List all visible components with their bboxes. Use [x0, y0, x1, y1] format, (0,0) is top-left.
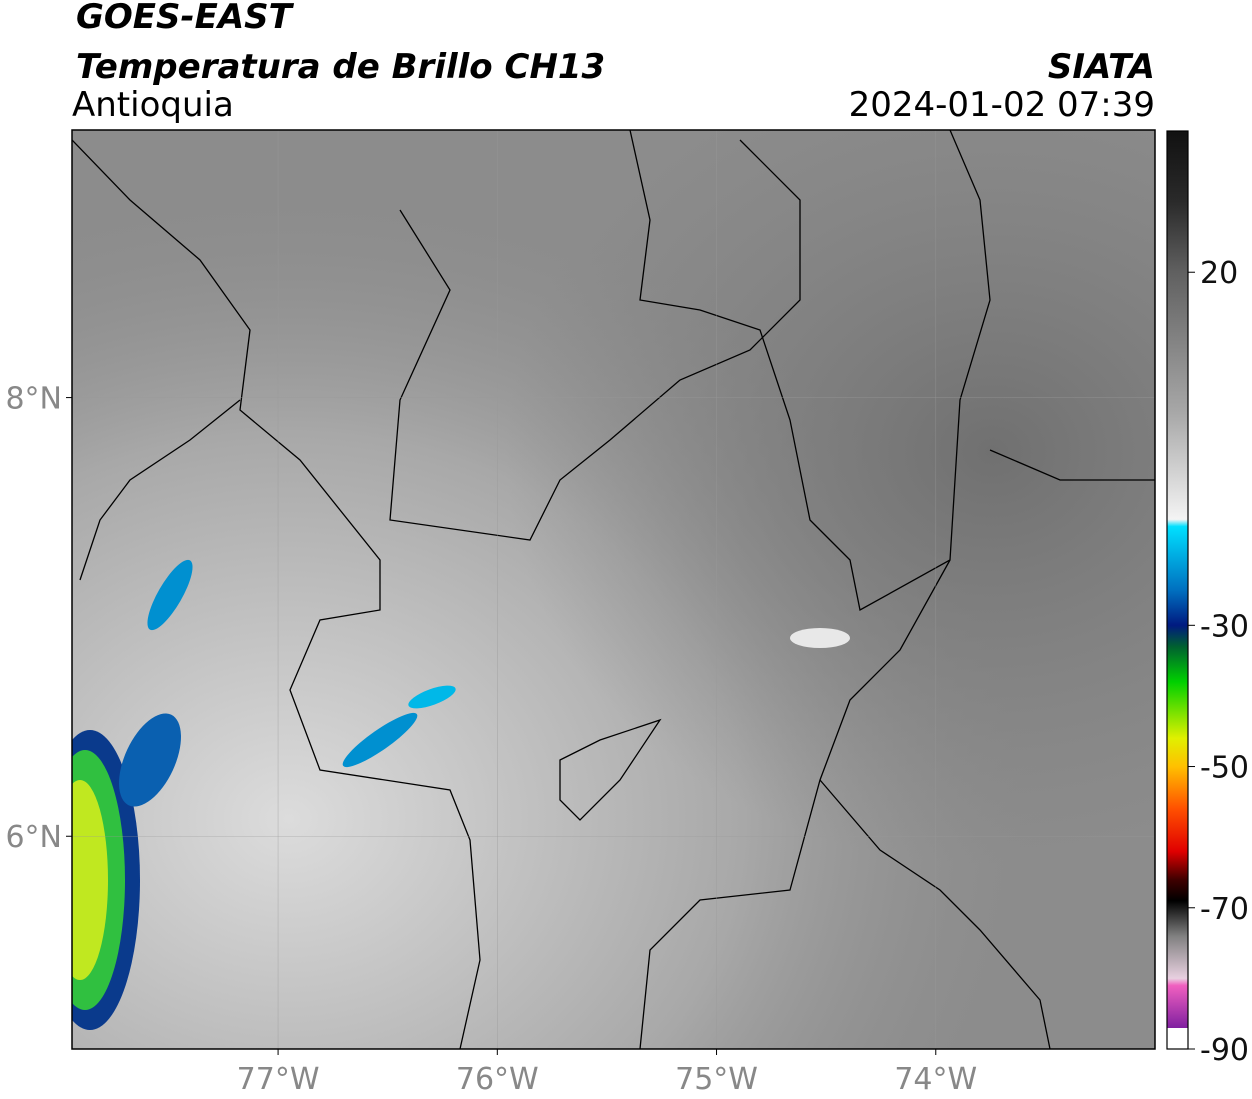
colorbar-tick-label: -30 — [1200, 609, 1249, 644]
title: GOES-EAST — [76, 0, 295, 37]
axis-ticks: 77°W 76°W 75°W 74°W 8°N 6°N — [5, 382, 977, 1097]
source: SIATA — [1048, 47, 1155, 87]
x-tick-label: 75°W — [675, 1062, 758, 1097]
x-tick-label: 76°W — [456, 1062, 539, 1097]
colorbar — [1166, 130, 1189, 1050]
x-tick-label: 77°W — [237, 1062, 320, 1097]
map-frame — [71, 129, 1156, 1050]
x-tick-label: 74°W — [894, 1062, 977, 1097]
region: Antioquia — [72, 85, 234, 125]
subtitle: Temperatura de Brillo CH13 — [76, 47, 605, 87]
colorbar-tick-label: -70 — [1200, 892, 1249, 927]
y-tick-label: 8°N — [5, 382, 62, 417]
colorbar-ticks: 20 -30 -50 -70 -90 — [1188, 256, 1249, 1068]
colorbar-tick-label: 20 — [1200, 256, 1238, 291]
colorbar-tick-label: -50 — [1200, 751, 1249, 786]
satellite-image — [72, 130, 1155, 1049]
datetime: 2024-01-02 07:39 — [849, 85, 1155, 125]
colorbar-tick-label: -90 — [1200, 1033, 1249, 1068]
map-grid — [72, 130, 1155, 1049]
y-tick-label: 6°N — [5, 820, 62, 855]
